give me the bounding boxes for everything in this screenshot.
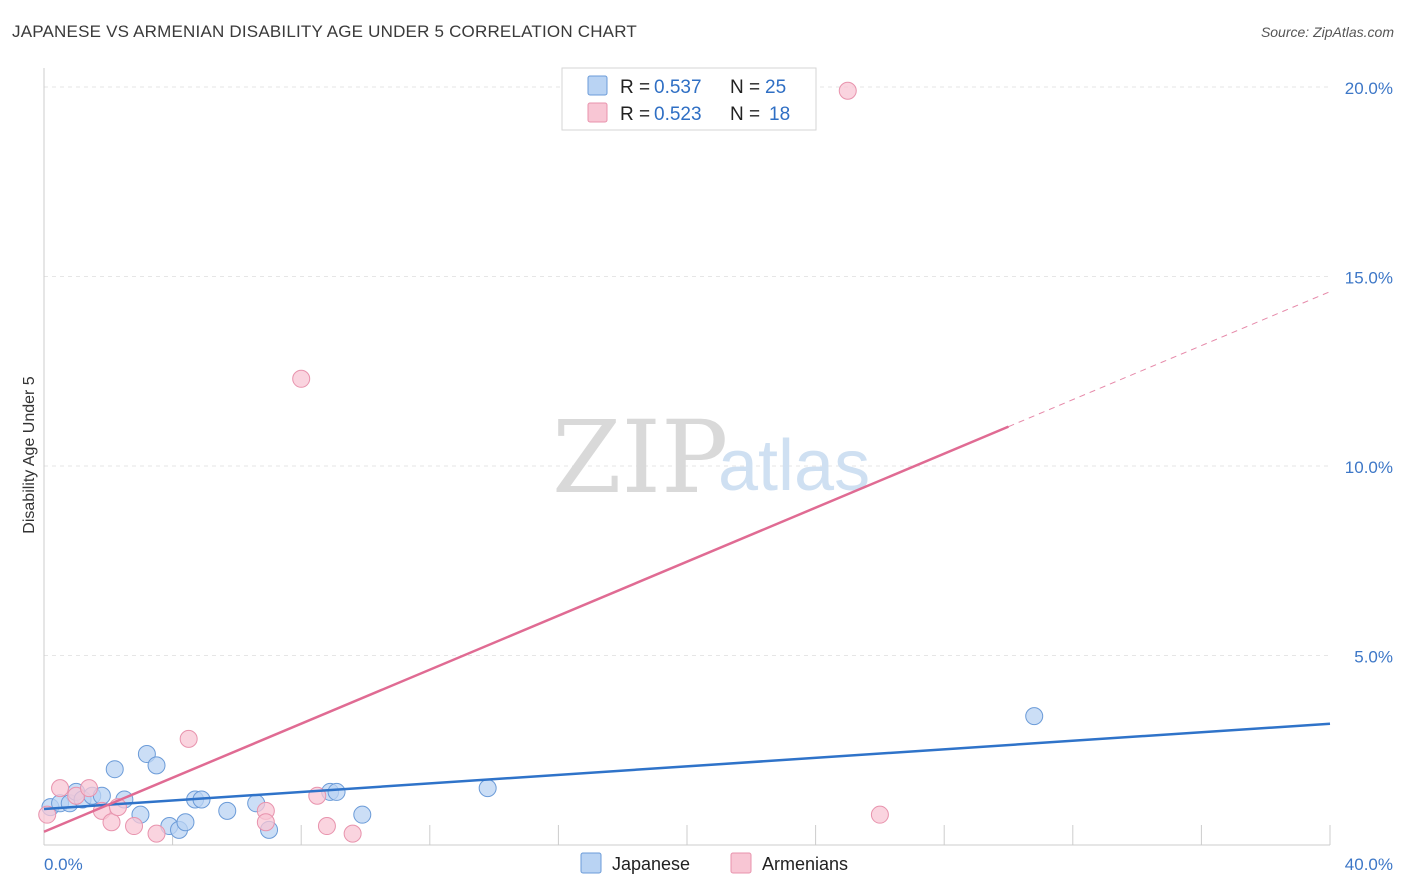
bottom-legend: Japanese Armenians xyxy=(580,852,848,874)
japanese-point xyxy=(218,801,237,820)
armenian-point xyxy=(102,813,121,832)
axes xyxy=(43,68,1331,846)
japanese-point xyxy=(478,779,497,798)
armenian-point xyxy=(51,779,70,798)
y-axis-label: Disability Age Under 5 xyxy=(21,376,38,534)
legend-n-value-armenian: 18 xyxy=(769,104,790,125)
japanese-point xyxy=(176,813,195,832)
armenian-trendline-extension xyxy=(1008,291,1331,428)
x-tick-label: 0.0% xyxy=(44,855,83,874)
bottom-legend-label-armenian: Armenians xyxy=(762,854,848,874)
legend-r-label-japanese: R = xyxy=(620,77,655,98)
tick-labels: 5.0% 10.0% 15.0% 20.0% 0.0% 40.0% xyxy=(44,79,1393,874)
armenian-point xyxy=(870,805,889,824)
legend-n-label-armenian: N = xyxy=(730,104,765,125)
y-tick-label: 5.0% xyxy=(1354,647,1393,666)
bottom-legend-label-japanese: Japanese xyxy=(612,854,690,874)
chart-title: JAPANESE VS ARMENIAN DISABILITY AGE UNDE… xyxy=(12,22,637,41)
bottom-legend-swatch-japanese xyxy=(580,852,602,874)
y-tick-label: 15.0% xyxy=(1345,268,1393,287)
armenian-point xyxy=(256,813,275,832)
armenian-point xyxy=(838,81,857,100)
japanese-points xyxy=(41,707,1044,839)
armenian-point xyxy=(147,824,166,843)
watermark-zip: ZIP xyxy=(552,399,728,516)
legend: R = 0.537 N = 25 R = 0.523 N = 18 xyxy=(561,67,817,131)
japanese-point xyxy=(327,782,346,801)
y-tick-label: 20.0% xyxy=(1345,79,1393,98)
japanese-point xyxy=(147,756,166,775)
bottom-legend-swatch-armenian xyxy=(730,852,752,874)
legend-r-value-armenian: 0.523 xyxy=(654,104,702,125)
japanese-point xyxy=(1025,707,1044,726)
legend-swatch-japanese xyxy=(587,75,608,96)
armenian-trendline xyxy=(43,425,1009,833)
watermark: ZIP atlas xyxy=(552,399,870,516)
armenian-point xyxy=(343,824,362,843)
legend-n-value-japanese: 25 xyxy=(765,77,786,98)
trend-lines xyxy=(43,291,1331,833)
japanese-point xyxy=(353,805,372,824)
legend-n-label-japanese: N = xyxy=(730,77,765,98)
y-tick-label: 10.0% xyxy=(1345,458,1393,477)
legend-swatch-armenian xyxy=(587,102,608,123)
armenian-point xyxy=(179,729,198,748)
legend-r-label-armenian: R = xyxy=(620,104,655,125)
source-label: Source: ZipAtlas.com xyxy=(1260,24,1394,40)
x-tick-label: 40.0% xyxy=(1345,855,1393,874)
armenian-point xyxy=(317,817,336,836)
armenian-point xyxy=(125,817,144,836)
grid-lines xyxy=(44,86,1330,656)
armenian-point xyxy=(80,779,99,798)
japanese-trendline xyxy=(43,722,1331,811)
armenian-point xyxy=(292,369,311,388)
watermark-atlas: atlas xyxy=(718,426,870,506)
legend-r-value-japanese: 0.537 xyxy=(654,77,702,98)
japanese-point xyxy=(105,760,124,779)
armenian-point xyxy=(38,805,57,824)
